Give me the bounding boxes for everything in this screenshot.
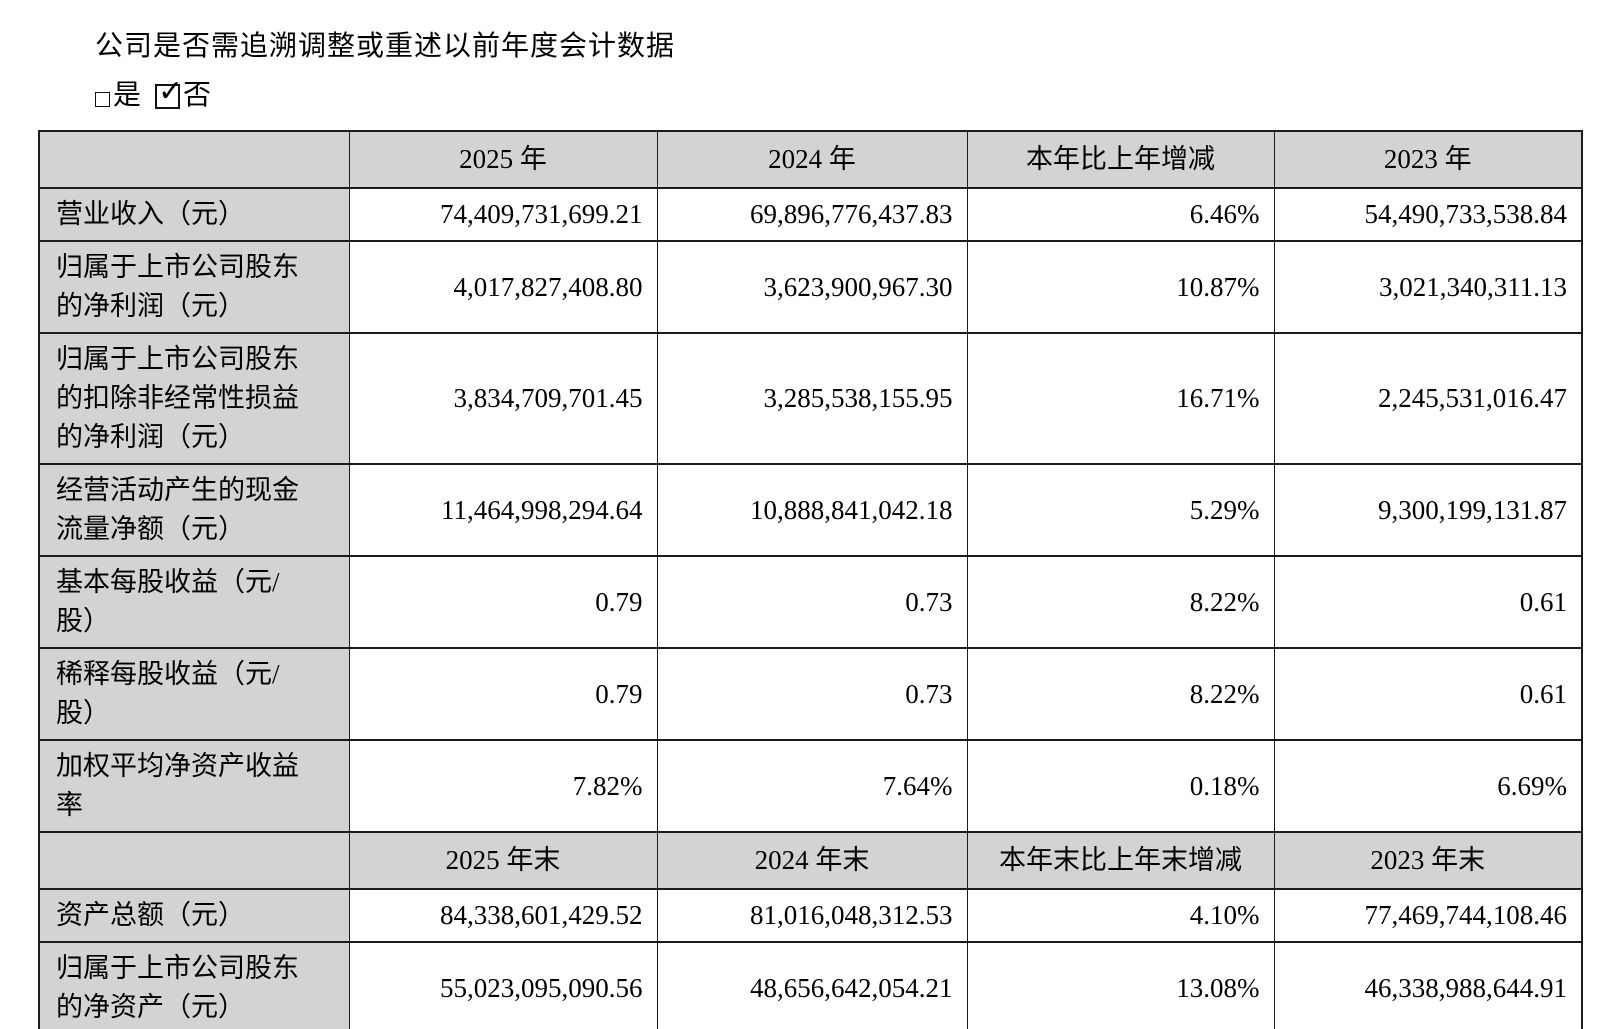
row-operating-revenue: 营业收入（元） 74,409,731,699.21 69,896,776,437… bbox=[38, 187, 1583, 242]
header-blank bbox=[38, 130, 350, 189]
cell-change: 8.22% bbox=[966, 555, 1275, 649]
header-2024: 2024 年 bbox=[656, 130, 968, 189]
row-label: 归属于上市公司股东 的扣除非经常性损益 的净利润（元） bbox=[38, 332, 350, 465]
cell-2024: 69,896,776,437.83 bbox=[656, 187, 968, 242]
cell-change: 8.22% bbox=[966, 647, 1275, 741]
cell-2024: 3,285,538,155.95 bbox=[656, 332, 968, 465]
row-label: 基本每股收益（元/ 股） bbox=[38, 555, 350, 649]
row-net-profit-deducting-nonrecurring: 归属于上市公司股东 的扣除非经常性损益 的净利润（元） 3,834,709,70… bbox=[38, 332, 1583, 465]
header-2025-end: 2025 年末 bbox=[348, 831, 658, 890]
cell-2025: 11,464,998,294.64 bbox=[348, 463, 658, 557]
cell-2024: 0.73 bbox=[656, 555, 968, 649]
row-net-profit-attributable: 归属于上市公司股东 的净利润（元） 4,017,827,408.80 3,623… bbox=[38, 240, 1583, 334]
row-net-assets-attributable: 归属于上市公司股东 的净资产（元） 55,023,095,090.56 48,6… bbox=[38, 941, 1583, 1029]
cell-2025: 0.79 bbox=[348, 647, 658, 741]
row-basic-eps: 基本每股收益（元/ 股） 0.79 0.73 8.22% 0.61 bbox=[38, 555, 1583, 649]
cell-2024: 7.64% bbox=[656, 739, 968, 833]
cell-2023: 77,469,744,108.46 bbox=[1273, 888, 1583, 943]
checkbox-yes: 是 bbox=[95, 78, 141, 114]
cell-2024: 48,656,642,054.21 bbox=[656, 941, 968, 1029]
cell-2023: 2,245,531,016.47 bbox=[1273, 332, 1583, 465]
cell-change: 0.18% bbox=[966, 739, 1275, 833]
header-2024-end: 2024 年末 bbox=[656, 831, 968, 890]
row-operating-cashflow: 经营活动产生的现金 流量净额（元） 11,464,998,294.64 10,8… bbox=[38, 463, 1583, 557]
cell-2024: 81,016,048,312.53 bbox=[656, 888, 968, 943]
header-year-end-change: 本年末比上年末增减 bbox=[966, 831, 1275, 890]
cell-2025: 55,023,095,090.56 bbox=[348, 941, 658, 1029]
cell-2025: 3,834,709,701.45 bbox=[348, 332, 658, 465]
checkbox-yes-label: 是 bbox=[113, 80, 142, 111]
cell-change: 6.46% bbox=[966, 187, 1275, 242]
cell-2023: 6.69% bbox=[1273, 739, 1583, 833]
cell-2023: 0.61 bbox=[1273, 555, 1583, 649]
cell-2024: 0.73 bbox=[656, 647, 968, 741]
cell-change: 16.71% bbox=[966, 332, 1275, 465]
cell-2023: 9,300,199,131.87 bbox=[1273, 463, 1583, 557]
cell-2023: 0.61 bbox=[1273, 647, 1583, 741]
cell-2024: 3,623,900,967.30 bbox=[656, 240, 968, 334]
cell-2023: 3,021,340,311.13 bbox=[1273, 240, 1583, 334]
cell-change: 13.08% bbox=[966, 941, 1275, 1029]
row-weighted-average-roe: 加权平均净资产收益 率 7.82% 7.64% 0.18% 6.69% bbox=[38, 739, 1583, 833]
header-2025: 2025 年 bbox=[348, 130, 658, 189]
cell-2025: 0.79 bbox=[348, 555, 658, 649]
row-label: 归属于上市公司股东 的净利润（元） bbox=[38, 240, 350, 334]
cell-2023: 54,490,733,538.84 bbox=[1273, 187, 1583, 242]
cell-change: 5.29% bbox=[966, 463, 1275, 557]
checkbox-no-box-icon: ✓ bbox=[155, 76, 183, 109]
table-header-year-end: 2025 年末 2024 年末 本年末比上年末增减 2023 年末 bbox=[38, 831, 1583, 890]
question-text: 公司是否需追溯调整或重述以前年度会计数据 bbox=[95, 31, 676, 62]
row-label: 资产总额（元） bbox=[38, 888, 350, 943]
row-label: 稀释每股收益（元/ 股） bbox=[38, 647, 350, 741]
cell-change: 10.87% bbox=[966, 240, 1275, 334]
cell-2025: 84,338,601,429.52 bbox=[348, 888, 658, 943]
cell-2025: 4,017,827,408.80 bbox=[348, 240, 658, 334]
header-blank bbox=[38, 831, 350, 890]
cell-2024: 10,888,841,042.18 bbox=[656, 463, 968, 557]
row-label: 归属于上市公司股东 的净资产（元） bbox=[38, 941, 350, 1029]
cell-2023: 46,338,988,644.91 bbox=[1273, 941, 1583, 1029]
row-diluted-eps: 稀释每股收益（元/ 股） 0.79 0.73 8.22% 0.61 bbox=[38, 647, 1583, 741]
header-2023-end: 2023 年末 bbox=[1273, 831, 1583, 890]
cell-2025: 74,409,731,699.21 bbox=[348, 187, 658, 242]
cell-change: 4.10% bbox=[966, 888, 1275, 943]
header-yoy-change: 本年比上年增减 bbox=[966, 130, 1275, 189]
financial-summary-table: 2025 年 2024 年 本年比上年增减 2023 年 营业收入（元） 74,… bbox=[38, 130, 1583, 1029]
restatement-choices: 是 ✓ 否 bbox=[95, 76, 1581, 114]
row-label: 营业收入（元） bbox=[38, 187, 350, 242]
check-mark-icon: ✓ bbox=[158, 73, 184, 109]
row-label: 经营活动产生的现金 流量净额（元） bbox=[38, 463, 350, 557]
checkbox-no-label: 否 bbox=[183, 80, 212, 111]
row-total-assets: 资产总额（元） 84,338,601,429.52 81,016,048,312… bbox=[38, 888, 1583, 943]
checkbox-yes-box-icon bbox=[95, 91, 110, 107]
header-2023: 2023 年 bbox=[1273, 130, 1583, 189]
cell-2025: 7.82% bbox=[348, 739, 658, 833]
checkbox-no: ✓ 否 bbox=[155, 76, 212, 114]
row-label: 加权平均净资产收益 率 bbox=[38, 739, 350, 833]
table-header-annual: 2025 年 2024 年 本年比上年增减 2023 年 bbox=[38, 130, 1583, 189]
